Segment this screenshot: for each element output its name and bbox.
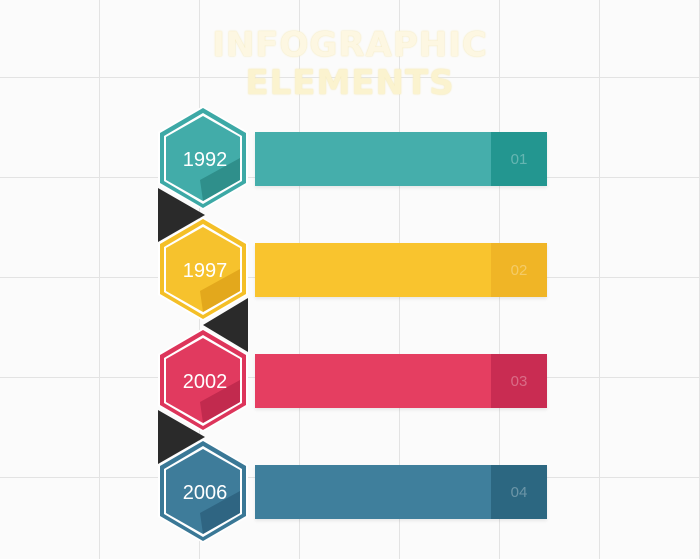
bar-number-tab-4: 04 — [491, 465, 547, 519]
connector-1-2 — [158, 188, 205, 242]
infographic-title: INFOGRAPHIC ELEMENTS — [0, 26, 700, 102]
bar-number-tab-1: 01 — [491, 132, 547, 186]
hex-shade-1 — [200, 158, 240, 201]
timeline-bar-4: 04 — [255, 465, 547, 519]
year-label-1992: 1992 — [182, 149, 228, 171]
hex-shade-2 — [200, 269, 240, 312]
hex-shade-3 — [200, 380, 240, 423]
hexagon-1992 — [158, 106, 248, 210]
year-label-1997: 1997 — [182, 260, 228, 282]
timeline-bar-2: 02 — [255, 243, 547, 297]
hexagon-1997 — [158, 217, 248, 321]
year-label-2002: 2002 — [182, 371, 228, 393]
hexagon-2006 — [158, 439, 248, 543]
connector-2-3 — [203, 298, 248, 352]
timeline-bar-3: 03 — [255, 354, 547, 408]
bar-number-tab-2: 02 — [491, 243, 547, 297]
title-line-2: ELEMENTS — [245, 63, 455, 103]
connector-3-4 — [158, 410, 205, 464]
hexagon-2002 — [158, 328, 248, 432]
bar-number-tab-3: 03 — [491, 354, 547, 408]
hex-shade-4 — [200, 491, 240, 534]
timeline-bar-1: 01 — [255, 132, 547, 186]
title-line-1: INFOGRAPHIC — [212, 25, 488, 65]
year-label-2006: 2006 — [182, 482, 228, 504]
